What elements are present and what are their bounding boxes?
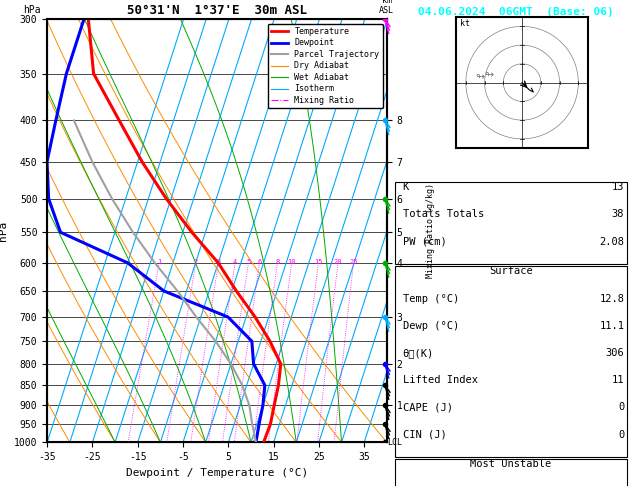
Text: 3: 3: [216, 259, 221, 264]
Text: Dewp (°C): Dewp (°C): [403, 321, 459, 331]
Text: 13: 13: [612, 182, 625, 192]
Title: 50°31'N  1°37'E  30m ASL: 50°31'N 1°37'E 30m ASL: [127, 4, 307, 17]
Text: CAPE (J): CAPE (J): [403, 402, 452, 413]
Legend: Temperature, Dewpoint, Parcel Trajectory, Dry Adiabat, Wet Adiabat, Isotherm, Mi: Temperature, Dewpoint, Parcel Trajectory…: [268, 24, 382, 108]
Text: Most Unstable: Most Unstable: [470, 459, 552, 469]
Text: km
ASL: km ASL: [379, 0, 394, 15]
Text: 15: 15: [314, 259, 323, 264]
Text: 0: 0: [618, 430, 625, 440]
Text: 6: 6: [257, 259, 262, 264]
Text: Mixing Ratio (g/kg): Mixing Ratio (g/kg): [426, 183, 435, 278]
Text: 38: 38: [612, 209, 625, 220]
Text: 04.06.2024  06GMT  (Base: 06): 04.06.2024 06GMT (Base: 06): [418, 7, 614, 17]
Text: 0: 0: [618, 402, 625, 413]
Text: LCL: LCL: [387, 438, 402, 447]
Text: ↬: ↬: [475, 71, 484, 81]
Text: 12.8: 12.8: [599, 294, 625, 304]
Text: 306: 306: [606, 348, 625, 358]
Text: Lifted Index: Lifted Index: [403, 375, 477, 385]
Text: PW (cm): PW (cm): [403, 237, 447, 247]
Bar: [396, 459, 626, 486]
Text: hPa: hPa: [23, 5, 41, 15]
Text: 11.1: 11.1: [599, 321, 625, 331]
Text: θᴄ(K): θᴄ(K): [403, 348, 434, 358]
Bar: [396, 266, 626, 457]
Text: kt: kt: [460, 19, 470, 28]
Text: 5: 5: [247, 259, 250, 264]
Text: 1: 1: [157, 259, 161, 264]
Text: 20: 20: [334, 259, 342, 264]
Text: ↬: ↬: [484, 69, 494, 79]
X-axis label: Dewpoint / Temperature (°C): Dewpoint / Temperature (°C): [126, 468, 308, 478]
Y-axis label: hPa: hPa: [0, 221, 8, 241]
Text: CIN (J): CIN (J): [403, 430, 447, 440]
Text: Totals Totals: Totals Totals: [403, 209, 484, 220]
Text: 4: 4: [233, 259, 237, 264]
Bar: [396, 182, 626, 264]
Text: 8: 8: [276, 259, 279, 264]
Text: K: K: [403, 182, 409, 192]
Text: 25: 25: [349, 259, 358, 264]
Text: 11: 11: [612, 375, 625, 385]
Text: Surface: Surface: [489, 266, 533, 277]
Text: 2: 2: [194, 259, 198, 264]
Text: 2.08: 2.08: [599, 237, 625, 247]
Text: Temp (°C): Temp (°C): [403, 294, 459, 304]
Text: 10: 10: [287, 259, 296, 264]
